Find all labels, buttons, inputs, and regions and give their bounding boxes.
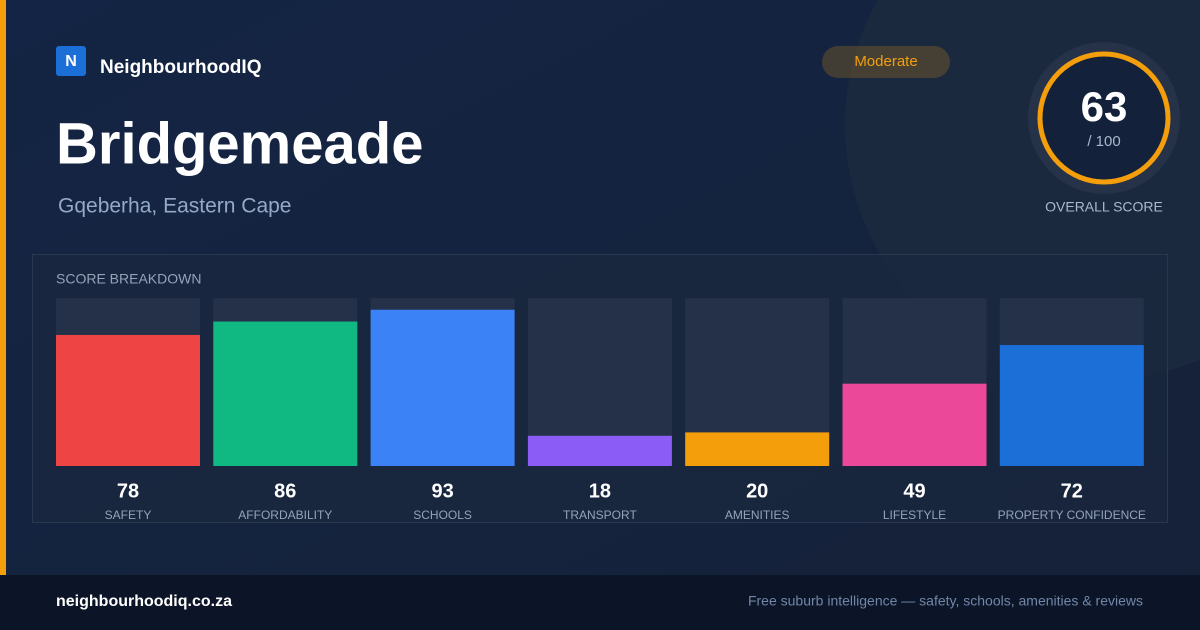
value-label: 18 (589, 480, 611, 502)
badge-text: Moderate (854, 53, 917, 70)
score-caption: OVERALL SCORE (1045, 199, 1163, 215)
score-max: / 100 (1087, 133, 1120, 150)
value-label: 93 (431, 480, 453, 502)
bar (56, 334, 200, 466)
accent-stripe (0, 0, 6, 575)
badge (822, 46, 950, 78)
breakdown-title: SCORE BREAKDOWN (56, 271, 201, 287)
logo (56, 46, 86, 76)
category-label: SCHOOLS (413, 508, 472, 522)
value-label: 72 (1061, 480, 1083, 502)
value-label: 78 (117, 480, 139, 502)
value-label: 20 (746, 480, 768, 502)
value-label: 49 (903, 480, 925, 502)
category-label: LIFESTYLE (883, 508, 946, 522)
value-label: 86 (274, 480, 296, 502)
bar (370, 309, 515, 466)
bar (999, 345, 1144, 466)
category-label: PROPERTY CONFIDENCE (998, 508, 1146, 522)
bar (213, 321, 358, 466)
category-label: AMENITIES (725, 508, 790, 522)
score-ring (1037, 51, 1171, 185)
category-label: SAFETY (105, 508, 152, 522)
score-value: 63 (1081, 83, 1128, 130)
footer-site: neighbourhoodiq.co.za (56, 593, 232, 610)
brand: NeighbourhoodIQ (100, 57, 261, 78)
footer-tagline: Free suburb intelligence — safety, schoo… (748, 593, 1143, 609)
bar (527, 435, 672, 466)
bar (685, 432, 830, 466)
title: Bridgemeade (56, 111, 423, 176)
subtitle: Gqeberha, Eastern Cape (58, 195, 291, 218)
score-ring-outer (1028, 42, 1180, 194)
bar (842, 383, 987, 466)
category-label: AFFORDABILITY (238, 508, 332, 522)
logo-letter: N (65, 53, 77, 70)
footer-bar (0, 575, 1200, 630)
category-label: TRANSPORT (563, 508, 637, 522)
